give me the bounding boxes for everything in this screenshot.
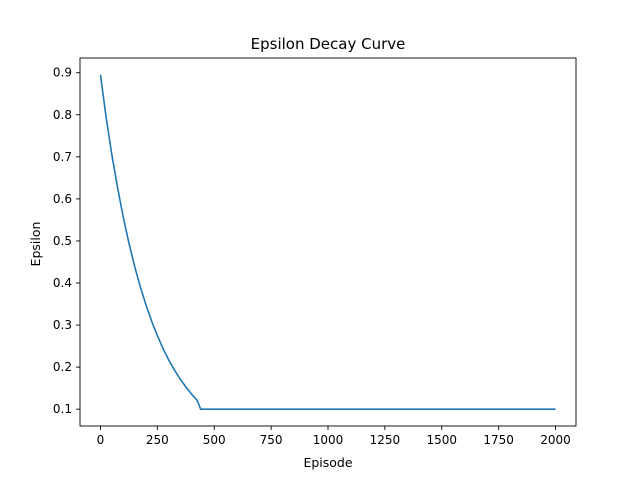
y-tick-label-0.5: 0.5 [53,234,72,248]
x-tick-label-2000: 2000 [540,433,571,447]
x-tick-label-1000: 1000 [313,433,344,447]
x-tick-label-0: 0 [97,433,105,447]
series-line-0 [99,74,556,410]
plot-area: 0 250 500 750 1000 1250 1500 1750 2000 0.1 0.2 0.3 0… [53,57,577,447]
x-tick-label-750: 750 [260,433,283,447]
y-tick-label-0.6: 0.6 [53,192,72,206]
y-tick-label-0.8: 0.8 [53,108,72,122]
chart-title: Epsilon Decay Curve [251,35,406,53]
y-tick-label-0.3: 0.3 [53,318,72,332]
x-tick-label-1750: 1750 [483,433,514,447]
x-tick-label-1250: 1250 [370,433,401,447]
x-axis-label: Episode [303,455,352,470]
x-tick-label-500: 500 [203,433,226,447]
plot-frame [79,57,577,427]
y-tick-label-0.7: 0.7 [53,150,72,164]
y-axis-label: Epsilon [28,222,43,267]
y-tick-label-0.9: 0.9 [53,66,72,80]
y-tick-label-0.2: 0.2 [53,360,72,374]
x-tick-label-1500: 1500 [426,433,457,447]
x-tick-label-250: 250 [146,433,169,447]
y-tick-label-0.1: 0.1 [53,402,72,416]
y-tick-label-0.4: 0.4 [53,276,72,290]
